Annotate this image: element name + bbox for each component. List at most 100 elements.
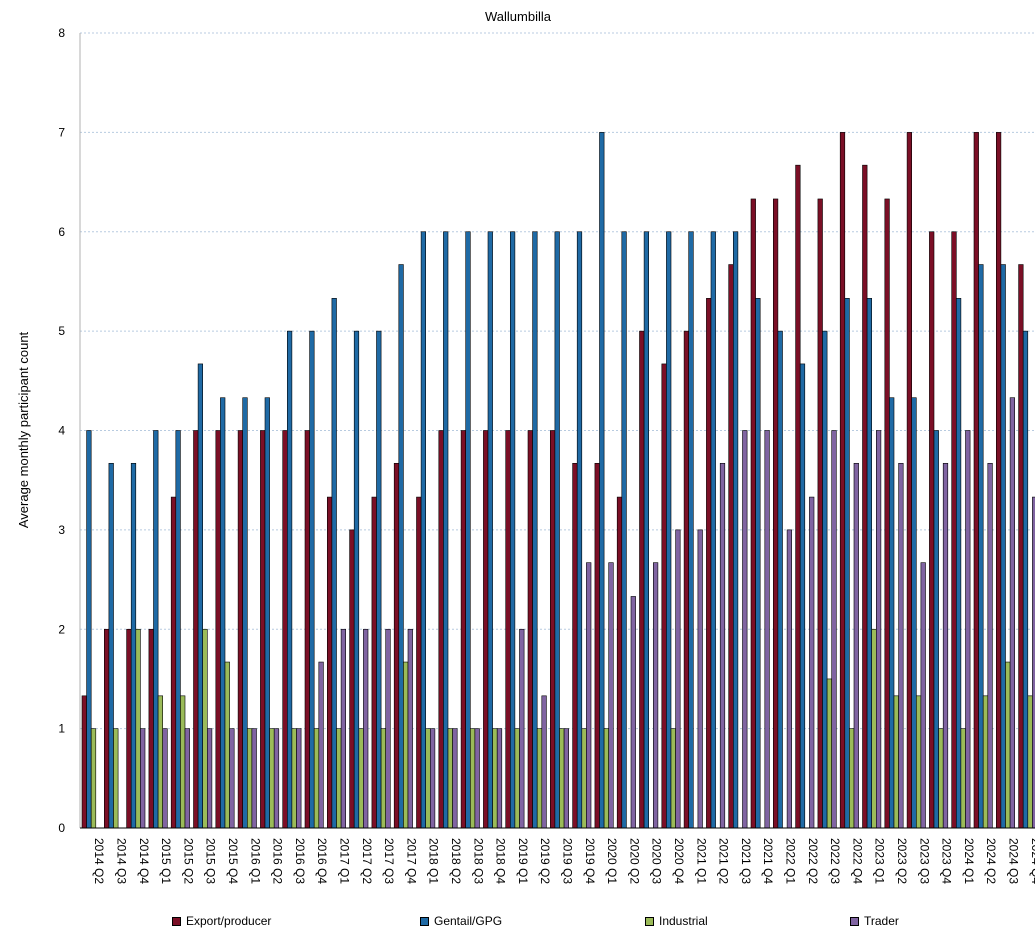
chart-title: Wallumbilla xyxy=(485,9,552,24)
x-tick-labels: 2014 Q2 2014 Q3 2014 Q4 2015 Q1 2015 Q2 2015 … xyxy=(92,838,1035,884)
bar xyxy=(242,397,248,829)
legend-swatch xyxy=(420,916,429,926)
bar xyxy=(420,231,427,829)
x-tick-label: 2017 Q4 xyxy=(404,838,418,884)
x-tick-label: 2018 Q3 xyxy=(471,838,485,884)
bar xyxy=(683,330,689,829)
y-tick-labels: 0 1 2 3 4 5 6 7 8 xyxy=(58,26,65,835)
bar xyxy=(108,462,114,829)
x-tick-label: 2018 Q1 xyxy=(427,838,441,884)
bar xyxy=(844,298,850,829)
bar xyxy=(750,198,756,829)
bar xyxy=(380,728,387,829)
bar xyxy=(86,430,92,829)
bar xyxy=(920,562,926,829)
bar xyxy=(130,462,137,829)
legend: Export/producer Gentail/GPG Industrial Trad… xyxy=(0,910,1035,934)
bar xyxy=(509,231,516,829)
bar xyxy=(527,430,533,829)
bar xyxy=(104,628,110,829)
bar xyxy=(363,628,369,829)
bar xyxy=(875,430,882,829)
bar xyxy=(630,596,636,829)
bar xyxy=(483,430,489,829)
bar xyxy=(353,330,360,829)
legend-label: Gentail/GPG xyxy=(434,914,503,928)
bar xyxy=(839,132,846,829)
bar xyxy=(995,132,1002,829)
bar xyxy=(273,728,280,829)
bar xyxy=(532,231,538,829)
x-tick-label: 2018 Q4 xyxy=(494,838,508,884)
y-tick-label: 4 xyxy=(58,424,65,438)
bar xyxy=(603,728,609,829)
bar xyxy=(162,728,168,829)
bar xyxy=(460,430,467,829)
bar xyxy=(666,231,672,829)
bar xyxy=(795,164,801,829)
x-tick-label: 2016 Q4 xyxy=(315,838,329,884)
bar xyxy=(148,628,154,829)
x-tick-label: 2014 Q4 xyxy=(137,838,151,884)
x-tick-label: 2014 Q3 xyxy=(114,838,128,884)
bar xyxy=(951,231,957,829)
bar xyxy=(443,231,449,829)
bar xyxy=(594,462,600,829)
bar xyxy=(514,728,520,829)
bar xyxy=(269,728,275,829)
bar xyxy=(452,728,458,829)
axes xyxy=(79,33,1035,829)
bar xyxy=(742,430,748,829)
bar xyxy=(822,330,828,829)
bar xyxy=(978,264,984,829)
x-tick-label: 2023 Q1 xyxy=(873,838,887,884)
bar xyxy=(496,728,503,829)
bar xyxy=(202,628,208,829)
legend-swatch xyxy=(850,916,859,926)
bar xyxy=(157,695,164,829)
bar xyxy=(474,728,480,829)
bar xyxy=(938,728,944,829)
bar xyxy=(313,728,320,829)
x-tick-label: 2015 Q1 xyxy=(159,838,173,884)
bar xyxy=(728,264,734,829)
bar xyxy=(429,728,436,829)
bar xyxy=(81,695,87,829)
bar xyxy=(251,728,257,829)
legend-label: Industrial xyxy=(659,914,708,928)
x-tick-label: 2021 Q1 xyxy=(694,838,708,884)
bar xyxy=(90,728,97,829)
bar xyxy=(719,462,726,829)
bar xyxy=(884,198,890,829)
x-tick-label: 2016 Q2 xyxy=(271,838,285,884)
bar xyxy=(732,231,739,829)
bar xyxy=(207,728,213,829)
y-tick-label: 1 xyxy=(58,722,65,736)
bar xyxy=(247,728,253,829)
bar xyxy=(849,728,855,829)
bar xyxy=(563,728,569,829)
x-tick-label: 2023 Q2 xyxy=(895,838,909,884)
bar xyxy=(826,678,832,829)
y-tick-label: 6 xyxy=(58,225,65,239)
bar xyxy=(237,430,244,829)
legend-label: Trader xyxy=(864,914,899,928)
bar xyxy=(126,628,132,829)
bar xyxy=(755,298,761,829)
bar xyxy=(706,298,712,829)
bar xyxy=(862,164,868,829)
bar xyxy=(229,728,235,829)
legend-swatch xyxy=(172,916,181,926)
bar xyxy=(621,231,627,829)
x-tick-label: 2022 Q3 xyxy=(828,838,842,884)
bar xyxy=(586,562,592,829)
bar xyxy=(973,132,979,829)
y-tick-label: 7 xyxy=(58,125,65,139)
x-tick-label: 2017 Q3 xyxy=(382,838,396,884)
bar xyxy=(549,430,556,829)
bar xyxy=(554,231,560,829)
bar xyxy=(572,462,578,829)
bar xyxy=(893,695,899,829)
legend-item: Industrial xyxy=(645,914,708,928)
bar xyxy=(536,728,543,829)
